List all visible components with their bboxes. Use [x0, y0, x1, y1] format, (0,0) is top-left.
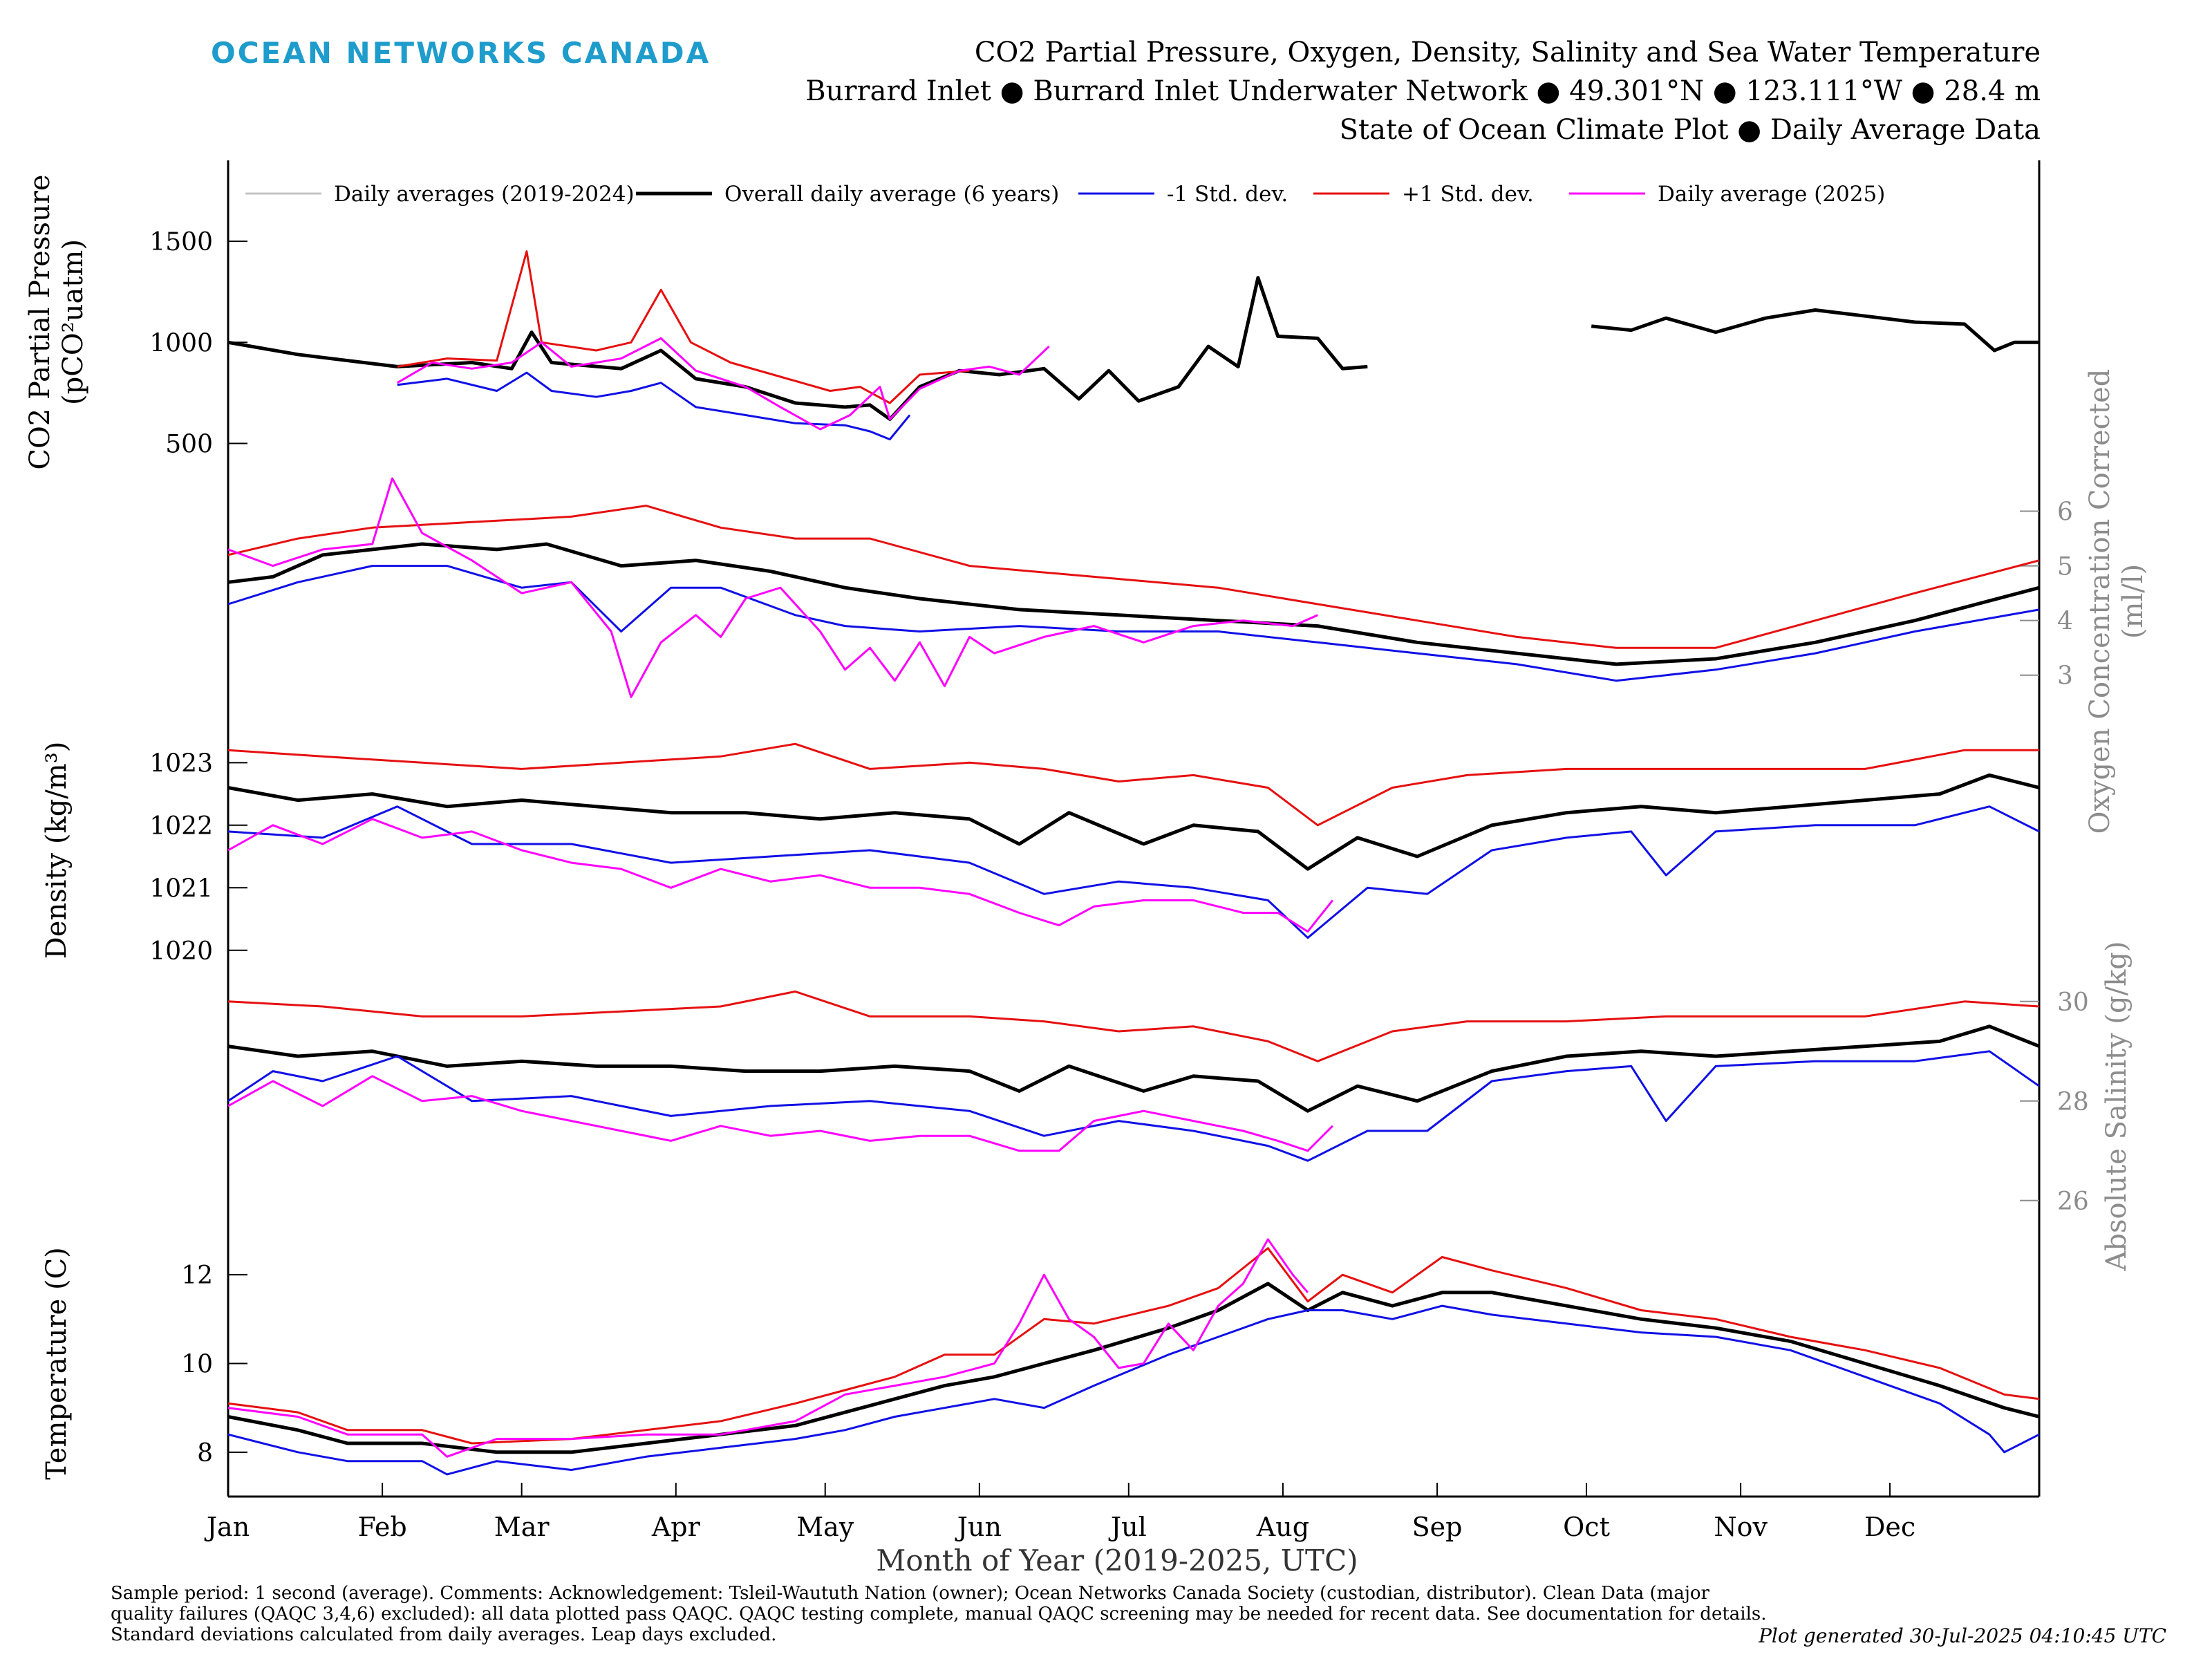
- x-tick-label: Oct: [1563, 1512, 1610, 1542]
- salinity-y-axis-label: Absolute Salinity (g/kg): [2101, 941, 2133, 1271]
- x-axis-label: Month of Year (2019-2025, UTC): [876, 1544, 1358, 1577]
- x-tick-label: Feb: [358, 1512, 407, 1542]
- density-mean-line: [227, 773, 2040, 871]
- density-minus-sd-line: [227, 805, 2040, 939]
- temperature-y-tick-label: 12: [181, 1262, 213, 1290]
- panel-temperature: 8 10 12 Temperature (C): [41, 1238, 2040, 1480]
- chart-legend: Daily averages (2019-2024) Overall daily …: [245, 182, 1885, 207]
- legend-label-current: Daily average (2025): [1658, 182, 1885, 207]
- x-tick-label: Apr: [651, 1512, 701, 1542]
- oxygen-y-tick-label: 6: [2057, 498, 2073, 527]
- temperature-mean-line: [227, 1282, 2040, 1454]
- chart-title-line-1: CO2 Partial Pressure, Oxygen, Density, S…: [974, 37, 2041, 68]
- salinity-minus-sd-line: [227, 1050, 2040, 1162]
- legend-label-minus-sd: -1 Std. dev.: [1167, 182, 1288, 207]
- x-tick-label: Mar: [494, 1512, 550, 1542]
- panel-oxygen: 3 4 5 6 Oxygen Concentration Corrected(ml/l): [227, 369, 2149, 834]
- oxygen-current-line: [227, 477, 1318, 698]
- salinity-y-tick-label: 26: [2057, 1188, 2089, 1216]
- oxygen-y-tick-label: 4: [2057, 608, 2073, 636]
- salinity-mean-line: [227, 1024, 2040, 1113]
- salinity-plus-sd-line: [227, 990, 2040, 1062]
- oxygen-minus-sd-line: [227, 565, 2040, 682]
- x-tick-label: Jul: [1108, 1512, 1147, 1542]
- co2-y-tick-label: 1000: [149, 329, 213, 357]
- legend-label-mean: Overall daily average (6 years): [724, 182, 1059, 207]
- density-current-line: [227, 818, 1334, 933]
- legend-label-history: Daily averages (2019-2024): [334, 182, 635, 207]
- density-y-tick-label: 1020: [149, 937, 213, 966]
- oxygen-y-tick-label: 3: [2057, 662, 2073, 691]
- panel-density: 1020 1021 1022 1023 Density (kg/m³): [41, 742, 2040, 966]
- legend-label-plus-sd: +1 Std. dev.: [1402, 182, 1534, 207]
- chart-title-line-3: State of Ocean Climate Plot ● Daily Aver…: [1339, 114, 2041, 146]
- x-tick-label: Nov: [1714, 1512, 1768, 1542]
- ocean-networks-canada-logo: OCEAN NETWORKS CANADA: [211, 36, 711, 70]
- salinity-y-tick-label: 30: [2057, 988, 2089, 1017]
- x-tick-label: May: [796, 1512, 854, 1542]
- panel-salinity: 26 28 30 Absolute Salinity (g/kg): [227, 941, 2133, 1272]
- density-plus-sd-line: [227, 742, 2039, 827]
- temperature-y-tick-label: 8: [197, 1439, 213, 1468]
- salinity-y-tick-label: 28: [2057, 1088, 2089, 1116]
- density-y-tick-label: 1022: [149, 812, 213, 841]
- x-tick-label: Sep: [1412, 1512, 1463, 1542]
- x-tick-label: Aug: [1256, 1512, 1309, 1542]
- co2-y-tick-label: 500: [165, 431, 213, 459]
- temperature-current-line: [227, 1238, 1309, 1458]
- salinity-current-line: [227, 1075, 1333, 1152]
- co2-y-tick-label: 1500: [149, 228, 213, 256]
- temperature-y-axis-label: Temperature (C): [41, 1247, 73, 1480]
- oxygen-plus-sd-line: [227, 505, 2040, 649]
- temperature-y-tick-label: 10: [181, 1351, 213, 1379]
- density-y-tick-label: 1021: [149, 874, 213, 903]
- x-tick-label: Dec: [1864, 1512, 1915, 1542]
- density-y-axis-label: Density (kg/m³): [41, 742, 73, 959]
- co2-mean-line: [1591, 308, 2039, 353]
- co2-current-line: [396, 337, 1050, 431]
- co2-minus-sd-line: [397, 371, 911, 441]
- co2-y-axis-label: CO2 Partial Pressure(pCO²uatm): [24, 174, 89, 469]
- x-tick-label: Jan: [204, 1512, 250, 1542]
- footer-note: Sample period: 1 second (average). Comme…: [111, 1583, 1767, 1645]
- co2-mean-line: [227, 276, 1368, 421]
- oxygen-y-tick-label: 5: [2057, 553, 2073, 581]
- oxygen-mean-line: [227, 542, 2040, 666]
- x-tick-label: Jun: [955, 1512, 1002, 1542]
- panel-co2: 500 1000 1500 CO2 Partial Pressure(pCO²uatm…: [24, 174, 2039, 470]
- x-axis: Jan Feb Mar Apr May Jun Jul Aug Sep Oct Nov Dec Mont…: [204, 1483, 1915, 1577]
- plot-generated-timestamp: Plot generated 30-Jul-2025 04:10:45 UTC: [1759, 1624, 2166, 1647]
- density-y-tick-label: 1023: [149, 749, 213, 778]
- temperature-minus-sd-line: [227, 1304, 2040, 1476]
- oxygen-y-axis-label: Oxygen Concentration Corrected(ml/l): [2084, 369, 2149, 834]
- co2-plus-sd-line: [397, 250, 970, 404]
- chart-title-line-2: Burrard Inlet ● Burrard Inlet Underwater…: [805, 75, 2041, 107]
